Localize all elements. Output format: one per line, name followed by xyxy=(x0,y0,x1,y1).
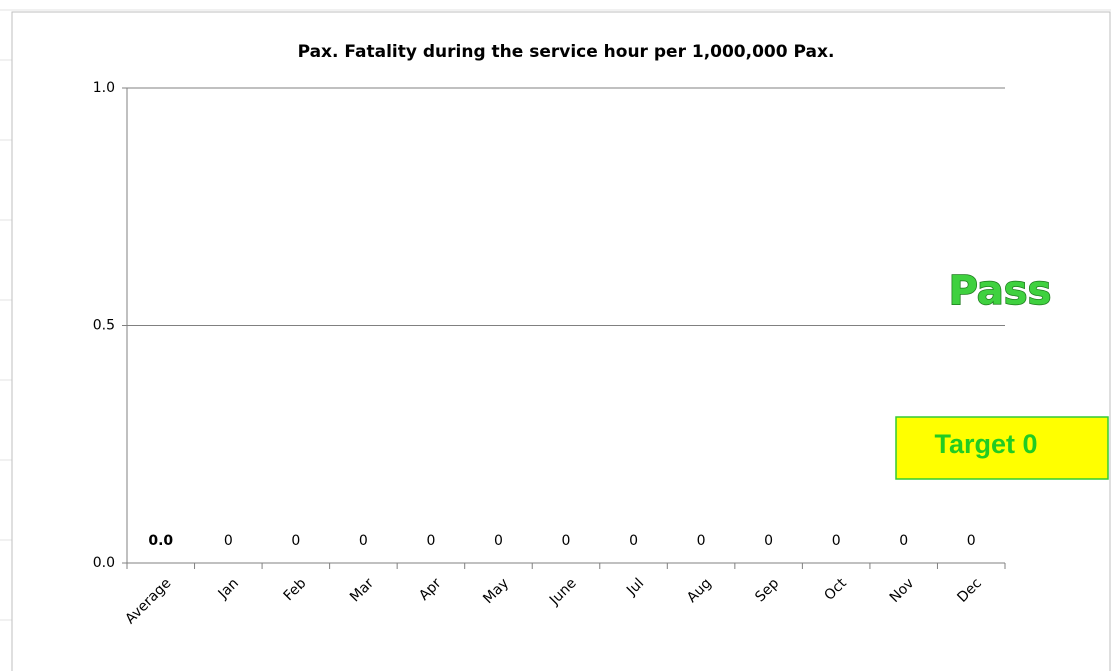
value-label: 0 xyxy=(899,533,908,549)
chart-title: Pax. Fatality during the service hour pe… xyxy=(298,42,835,62)
chart-area xyxy=(11,11,1111,671)
value-label: 0 xyxy=(426,533,435,549)
value-label: 0 xyxy=(224,533,233,549)
y-tick-label: 1.0 xyxy=(93,80,115,96)
value-label: 0 xyxy=(562,533,571,549)
y-tick-label: 0.0 xyxy=(93,555,115,571)
target-annotation: Target 0 xyxy=(934,429,1037,459)
y-tick-label: 0.5 xyxy=(93,318,115,334)
pass-annotation: Pass xyxy=(949,268,1052,314)
value-label: 0 xyxy=(494,533,503,549)
value-label: 0 xyxy=(967,533,976,549)
sheet-grid xyxy=(0,9,1111,621)
value-label: 0 xyxy=(697,533,706,549)
value-label: 0 xyxy=(291,533,300,549)
value-label: 0 xyxy=(629,533,638,549)
value-label: 0 xyxy=(359,533,368,549)
value-label: 0 xyxy=(764,533,773,549)
value-label: 0.0 xyxy=(148,533,173,549)
value-label: 0 xyxy=(832,533,841,549)
target-box xyxy=(895,416,1109,480)
